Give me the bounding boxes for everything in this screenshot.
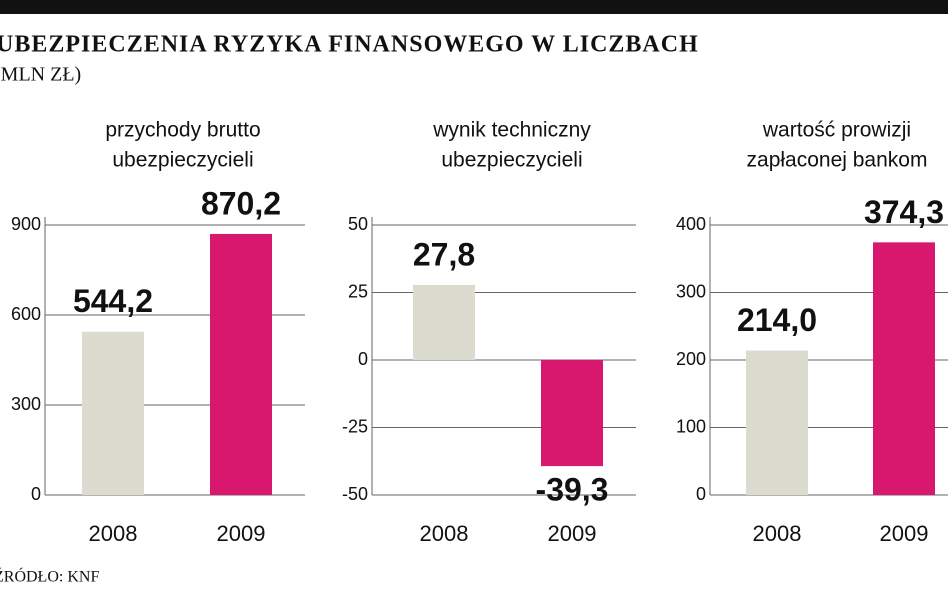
- value-label: 870,2: [201, 185, 281, 221]
- x-tick-label: 2008: [420, 521, 469, 546]
- x-tick-label: 2009: [880, 521, 929, 546]
- y-tick-label: 300: [676, 281, 706, 301]
- y-tick-label: 0: [358, 349, 368, 369]
- page-title: UBEZPIECZENIA RYZYKA FINANSOWEGO W LICZB…: [0, 32, 699, 58]
- source: ŹRÓDŁO: KNF: [0, 567, 99, 586]
- x-tick-label: 2009: [548, 521, 597, 546]
- y-tick-label: 50: [348, 214, 368, 234]
- subchart-title: przychody brutto: [105, 119, 260, 142]
- y-tick-label: 300: [11, 394, 41, 414]
- value-label: -39,3: [536, 472, 609, 508]
- value-label: 27,8: [413, 236, 475, 272]
- value-label: 374,3: [864, 194, 944, 230]
- page-subtitle: (MLN ZŁ): [0, 64, 81, 86]
- y-tick-label: 100: [676, 416, 706, 436]
- subchart-title: zapłaconej bankom: [747, 149, 928, 172]
- bar: [82, 331, 144, 495]
- y-tick-label: 25: [348, 281, 368, 301]
- subchart-title: wynik techniczny: [432, 119, 591, 142]
- bar: [873, 242, 935, 495]
- x-tick-label: 2008: [89, 521, 138, 546]
- x-tick-label: 2008: [753, 521, 802, 546]
- y-tick-label: -50: [342, 484, 368, 504]
- subchart-title: wartość prowizji: [762, 119, 911, 142]
- bar: [413, 284, 475, 360]
- top-bar: [0, 0, 948, 14]
- y-tick-label: 600: [11, 304, 41, 324]
- bar: [746, 350, 808, 495]
- y-tick-label: -25: [342, 416, 368, 436]
- value-label: 214,0: [737, 302, 817, 338]
- bar: [210, 233, 272, 495]
- value-label: 544,2: [73, 283, 153, 319]
- subchart-title: ubezpieczycieli: [441, 149, 582, 172]
- y-tick-label: 200: [676, 349, 706, 369]
- subchart-title: ubezpieczycieli: [112, 149, 253, 172]
- y-tick-label: 900: [11, 214, 41, 234]
- x-tick-label: 2009: [217, 521, 266, 546]
- y-tick-label: 0: [31, 484, 41, 504]
- y-tick-label: 400: [676, 214, 706, 234]
- y-tick-label: 0: [696, 484, 706, 504]
- bar: [541, 360, 603, 467]
